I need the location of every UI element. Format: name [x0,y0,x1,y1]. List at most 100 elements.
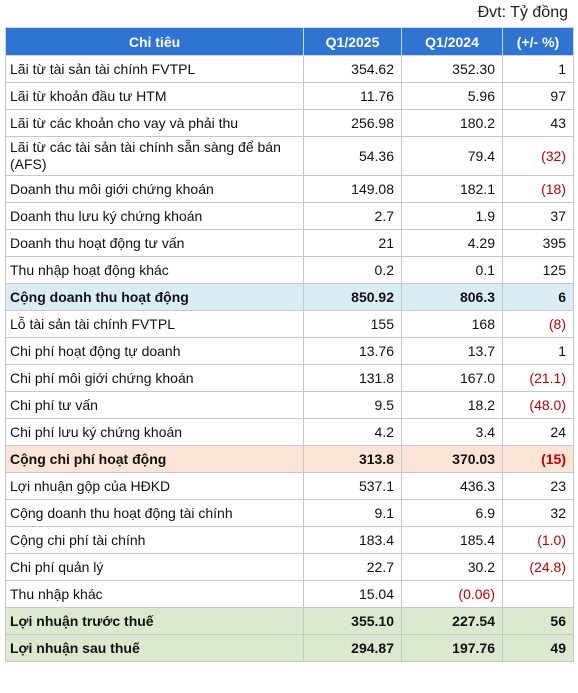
header-row: Chỉ tiêu Q1/2025 Q1/2024 (+/- %) [5,27,574,56]
table-row: Cộng doanh thu hoạt động 850.92 806.3 6 [5,283,574,311]
header-q1-2024: Q1/2024 [401,27,503,56]
table-row: Cộng chi phí hoạt động 313.8 370.03 (15) [5,445,574,473]
value-q1-2025: 149.08 [303,175,402,203]
value-change: 23 [502,472,574,500]
row-label: Cộng doanh thu hoạt động tài chính [5,499,304,527]
value-q1-2025: 9.5 [303,391,402,419]
row-label: Lãi từ các tài sản tài chính sẵn sàng để… [5,136,304,176]
value-change: (32) [502,136,574,176]
table-row: Chi phí lưu ký chứng khoán 4.2 3.4 24 [5,418,574,446]
value-change: 6 [502,283,574,311]
value-change: (24.8) [502,553,574,581]
value-change: 395 [502,229,574,257]
row-label: Lợi nhuận trước thuế [5,607,304,635]
value-q1-2024: 806.3 [401,283,503,311]
header-q1-2025: Q1/2025 [303,27,402,56]
value-q1-2025: 256.98 [303,109,402,137]
value-q1-2025: 4.2 [303,418,402,446]
value-q1-2024: 185.4 [401,526,503,554]
table-row: Chi phí môi giới chứng khoán 131.8 167.0 (2… [5,364,574,392]
row-label: Cộng doanh thu hoạt động [5,283,304,311]
row-label: Lãi từ tài sản tài chính FVTPL [5,55,304,83]
table-row: Chi phí hoạt động tự doanh 13.76 13.7 1 [5,337,574,365]
value-change: 32 [502,499,574,527]
value-q1-2025: 15.04 [303,580,402,608]
value-q1-2025: 155 [303,310,402,338]
value-change: 1 [502,337,574,365]
value-q1-2024: 18.2 [401,391,503,419]
value-q1-2024: 0.1 [401,256,503,284]
value-q1-2024: 352.30 [401,55,503,83]
value-q1-2024: 436.3 [401,472,503,500]
value-q1-2024: 167.0 [401,364,503,392]
value-q1-2024: 197.76 [401,634,503,662]
table-row: Chi phí tư vấn 9.5 18.2 (48.0) [5,391,574,419]
row-label: Doanh thu hoạt động tư vấn [5,229,304,257]
row-label: Doanh thu lưu ký chứng khoán [5,202,304,230]
header-change: (+/- %) [502,27,574,56]
value-change: 37 [502,202,574,230]
row-label: Lãi từ khoản đầu tư HTM [5,82,304,110]
value-q1-2025: 850.92 [303,283,402,311]
value-q1-2025: 9.1 [303,499,402,527]
value-q1-2025: 294.87 [303,634,402,662]
value-q1-2024: 227.54 [401,607,503,635]
row-label: Cộng chi phí tài chính [5,526,304,554]
value-q1-2024: 79.4 [401,136,503,176]
value-q1-2024: 168 [401,310,503,338]
table-row: Lợi nhuận trước thuế 355.10 227.54 56 [5,607,574,635]
value-change: (15) [502,445,574,473]
table-row: Lỗ tài sản tài chính FVTPL 155 168 (8) [5,310,574,338]
value-change: 1 [502,55,574,83]
value-q1-2025: 22.7 [303,553,402,581]
value-q1-2025: 183.4 [303,526,402,554]
row-label: Lợi nhuận gộp của HĐKD [5,472,304,500]
value-change: (1.0) [502,526,574,554]
row-label: Lợi nhuận sau thuế [5,634,304,662]
row-label: Doanh thu môi giới chứng khoán [5,175,304,203]
header-indicator: Chỉ tiêu [5,27,304,56]
value-q1-2025: 537.1 [303,472,402,500]
table-row: Lợi nhuận gộp của HĐKD 537.1 436.3 23 [5,472,574,500]
value-q1-2024: (0.06) [401,580,503,608]
value-q1-2025: 11.76 [303,82,402,110]
row-label: Chi phí quản lý [5,553,304,581]
value-change: (21.1) [502,364,574,392]
unit-label: Đvt: Tỷ đồng [477,4,568,21]
value-change: (48.0) [502,391,574,419]
row-label: Chi phí hoạt động tự doanh [5,337,304,365]
table-row: Thu nhập hoạt động khác 0.2 0.1 125 [5,256,574,284]
value-q1-2025: 13.76 [303,337,402,365]
table-row: Doanh thu hoạt động tư vấn 21 4.29 395 [5,229,574,257]
value-q1-2025: 21 [303,229,402,257]
table-row: Doanh thu lưu ký chứng khoán 2.7 1.9 37 [5,202,574,230]
table-row: Doanh thu môi giới chứng khoán 149.08 182.… [5,175,574,203]
value-q1-2025: 131.8 [303,364,402,392]
table-row: Thu nhập khác 15.04 (0.06) [5,580,574,608]
row-label: Thu nhập hoạt động khác [5,256,304,284]
value-change: (18) [502,175,574,203]
value-q1-2025: 313.8 [303,445,402,473]
value-q1-2025: 54.36 [303,136,402,176]
row-label: Chi phí tư vấn [5,391,304,419]
table-body: Lãi từ tài sản tài chính FVTPL 354.62 352.… [5,55,574,662]
value-change: (8) [502,310,574,338]
table-row: Cộng doanh thu hoạt động tài chính 9.1 6.9… [5,499,574,527]
value-change: 125 [502,256,574,284]
value-change: 97 [502,82,574,110]
value-change: 43 [502,109,574,137]
table-row: Lợi nhuận sau thuế 294.87 197.76 49 [5,634,574,662]
row-label: Lãi từ các khoản cho vay và phải thu [5,109,304,137]
value-q1-2024: 30.2 [401,553,503,581]
table-row: Chi phí quản lý 22.7 30.2 (24.8) [5,553,574,581]
value-q1-2024: 1.9 [401,202,503,230]
value-q1-2024: 6.9 [401,499,503,527]
value-change: 24 [502,418,574,446]
value-q1-2025: 355.10 [303,607,402,635]
value-change: 49 [502,634,574,662]
value-change [502,580,574,608]
row-label: Chi phí lưu ký chứng khoán [5,418,304,446]
value-q1-2024: 182.1 [401,175,503,203]
value-q1-2024: 3.4 [401,418,503,446]
row-label: Chi phí môi giới chứng khoán [5,364,304,392]
